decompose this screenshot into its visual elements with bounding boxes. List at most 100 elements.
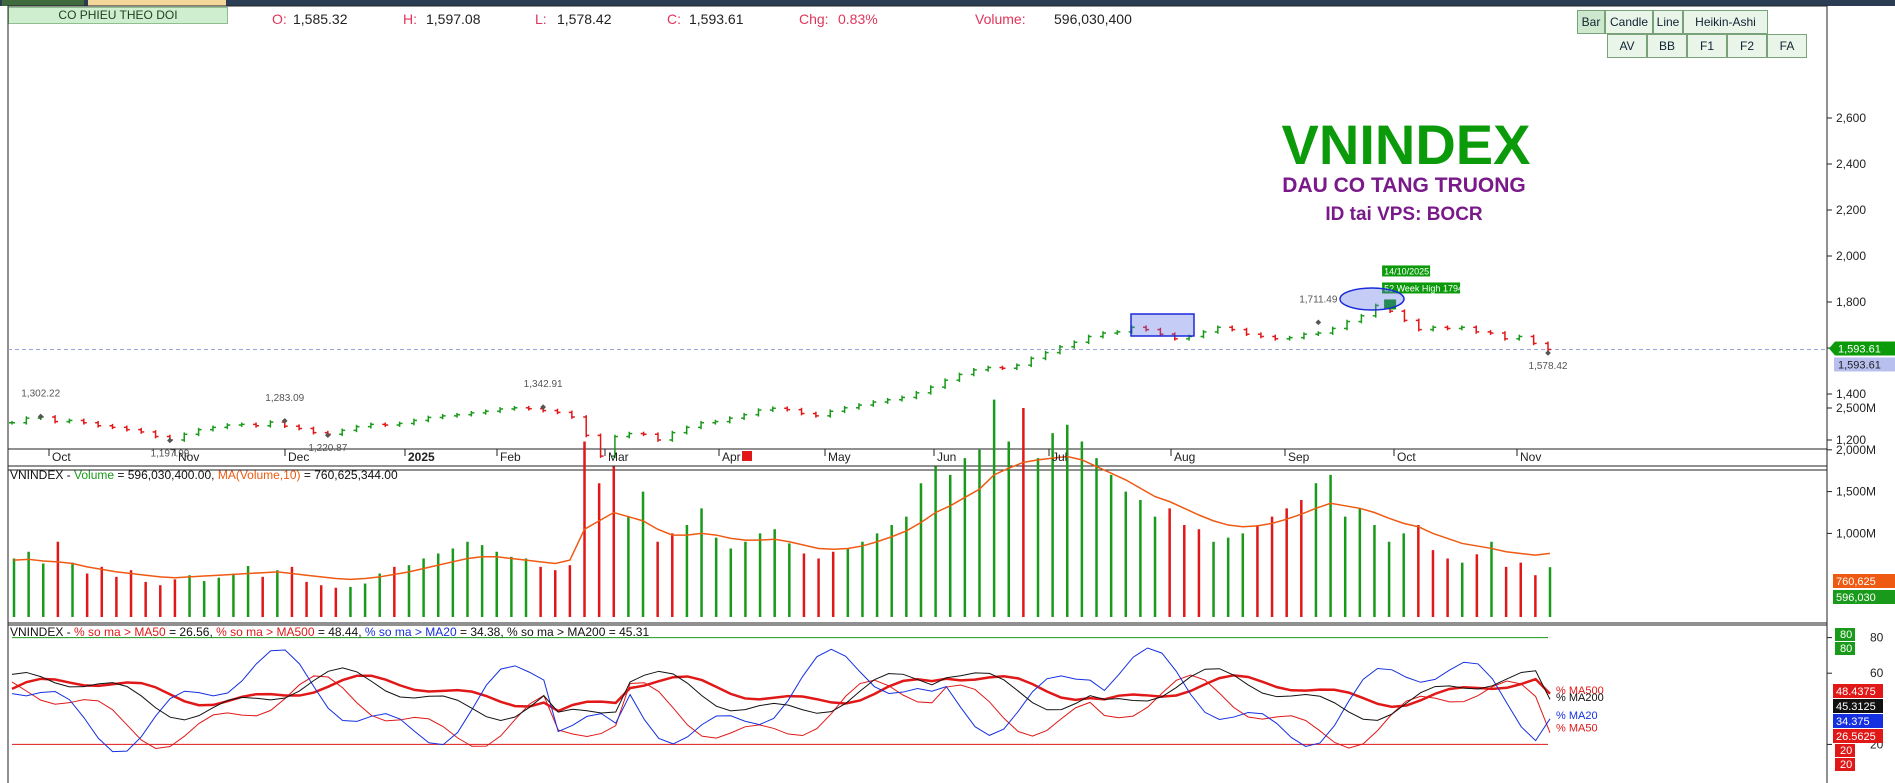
ohlc-bar (296, 424, 303, 431)
ohlc-bar (439, 414, 446, 420)
ohlc-bar (267, 420, 274, 428)
extreme-marker (540, 404, 546, 410)
ohlc-bar (1114, 330, 1121, 335)
indicator-line-1 (11, 674, 1551, 713)
extreme-label: 1,342.91 (524, 379, 563, 390)
ohlc-bar (1315, 331, 1322, 337)
last-price-tag2-label: 1,593.61 (1838, 359, 1881, 371)
ohlc-bar (1344, 319, 1351, 331)
indicator-line-label: % MA200 (1556, 692, 1604, 704)
ohlc-bar (784, 406, 791, 412)
ma500-series-value: 48.44 (328, 625, 359, 639)
ohlc-bar (109, 423, 116, 430)
ohlc-bar (1286, 335, 1293, 341)
reference-tag-label: 20 (1840, 745, 1852, 757)
high-marker-icon[interactable] (1384, 299, 1397, 310)
volume-tag-label: 596,030 (1836, 592, 1876, 604)
ma20-series-value: 34.38 (470, 625, 501, 639)
ohlc-bar (1243, 327, 1250, 337)
ohlc-bar (554, 408, 561, 415)
x-tick-label: Feb (500, 450, 521, 464)
indicator-y-tick-label: 80 (1870, 631, 1884, 645)
ohlc-bar (640, 431, 647, 437)
watermark-title: VNINDEX (1282, 113, 1531, 176)
heikin-ashi-button[interactable]: Heikin-Ashi (1683, 10, 1768, 34)
ma50-series-value: 26.56 (179, 625, 210, 639)
window-tab-active[interactable] (88, 0, 226, 6)
volume-ma-tag-bg (1833, 574, 1895, 588)
ohlc-bar (654, 432, 661, 442)
ma20-series-name: % so ma > MA20 (364, 625, 457, 639)
reference-tag-label: 20 (1840, 759, 1852, 771)
watchlist-label[interactable]: CO PHIEU THEO DOI (8, 7, 228, 24)
price-y-tick-label: 2,400 (1836, 157, 1866, 171)
ohlc-bar (396, 421, 403, 427)
ohlc-bar (827, 409, 834, 418)
ohlc-bar (1028, 356, 1035, 368)
ohlc-bar (80, 418, 87, 425)
extreme-marker (1545, 350, 1551, 356)
ohlc-bar (1099, 331, 1106, 339)
f2-button[interactable]: F2 (1727, 34, 1767, 58)
bb-button[interactable]: BB (1647, 34, 1687, 58)
ohlc-bar (669, 430, 676, 442)
ohlc-bar (1229, 325, 1236, 332)
price-y-tick-label: 2,600 (1836, 111, 1866, 125)
ohlc-bar (1300, 332, 1307, 340)
volume-series-value: 596,030,400.00 (127, 468, 212, 482)
ohlc-bar (1056, 345, 1063, 355)
indicator-line-label: % MA20 (1556, 710, 1598, 722)
window-tab[interactable] (2, 0, 84, 6)
ohlc-bar (1042, 350, 1049, 361)
price-y-tick-label: 1,800 (1836, 295, 1866, 309)
indicator-line-label: % MA50 (1556, 722, 1598, 734)
av-button[interactable]: AV (1607, 34, 1647, 58)
change-label: Chg: (799, 11, 829, 27)
volume-ma-value: 760,625,344.00 (314, 468, 398, 482)
x-tick-label: May (828, 450, 851, 464)
ohlc-bar (841, 405, 848, 414)
fa-button[interactable]: FA (1767, 34, 1807, 58)
ohlc-bar (138, 427, 145, 434)
bar-chart-button[interactable]: Bar (1577, 10, 1605, 34)
ohlc-bar (1071, 340, 1078, 349)
low-value: 1,578.42 (557, 11, 612, 27)
ohlc-bar (253, 422, 260, 428)
ohlc-bar (195, 427, 202, 437)
ohlc-bar (942, 378, 949, 389)
ohlc-bar (152, 430, 159, 439)
ohlc-bar (95, 420, 102, 428)
high-label: H: (403, 11, 417, 27)
last-price-tag-label: 1,593.61 (1838, 343, 1881, 355)
line-chart-button[interactable]: Line (1653, 10, 1683, 34)
x-tick-label: Mar (608, 450, 629, 464)
extreme-label: 1,711.49 (1299, 294, 1338, 305)
indicator-line-0 (11, 674, 1551, 749)
ohlc-bar (1272, 334, 1279, 341)
event-marker[interactable] (742, 451, 752, 461)
ohlc-bar (1473, 325, 1480, 334)
high-value-box (1382, 282, 1461, 294)
extreme-label: 1,578.42 (1529, 361, 1568, 372)
window-tab-strip (0, 0, 1895, 6)
volume-ma-line (13, 455, 1551, 581)
extreme-marker (1315, 319, 1322, 326)
ohlc-bar (812, 411, 819, 418)
ohlc-bar (1200, 330, 1207, 339)
high-date-box (1382, 265, 1431, 277)
ohlc-bar (626, 431, 633, 439)
drawn-rectangle[interactable] (1130, 313, 1195, 337)
drawn-ellipse[interactable] (1339, 287, 1405, 311)
ohlc-bar (712, 419, 719, 425)
ohlc-bar (913, 391, 920, 400)
last-price-tag2-bg (1834, 357, 1895, 372)
ohlc-bar (482, 409, 489, 415)
ohlc-bar (927, 385, 934, 395)
f1-button[interactable]: F1 (1687, 34, 1727, 58)
ohlc-bar (698, 420, 705, 430)
ohlc-bar (1013, 363, 1020, 371)
candle-chart-button[interactable]: Candle (1605, 10, 1653, 34)
ohlc-bar (1157, 327, 1164, 337)
change-value: 0.83% (838, 11, 878, 27)
